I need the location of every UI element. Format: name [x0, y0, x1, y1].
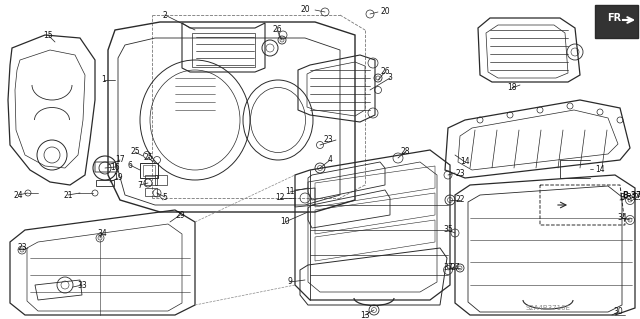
Text: 7: 7: [138, 181, 143, 189]
Text: 23: 23: [633, 194, 640, 203]
Text: 20: 20: [300, 5, 310, 14]
Text: 4: 4: [328, 155, 332, 165]
Text: B-37: B-37: [622, 190, 640, 199]
Text: 26: 26: [380, 68, 390, 77]
Text: 2: 2: [163, 11, 168, 19]
Text: 22: 22: [455, 196, 465, 204]
Text: 20: 20: [380, 8, 390, 17]
Text: 19: 19: [113, 174, 123, 182]
Text: 23: 23: [17, 243, 27, 253]
Text: 21: 21: [63, 190, 73, 199]
Text: 10: 10: [280, 218, 290, 226]
Text: 35: 35: [443, 226, 453, 234]
Text: 30: 30: [613, 308, 623, 316]
Text: 17: 17: [115, 155, 125, 165]
Text: 37: 37: [443, 263, 453, 272]
Text: 9: 9: [287, 278, 292, 286]
Text: 34: 34: [617, 213, 627, 222]
Text: 28: 28: [400, 147, 410, 157]
Text: 34: 34: [97, 228, 107, 238]
Text: 3: 3: [388, 73, 392, 83]
Text: 27: 27: [450, 263, 460, 271]
Text: 26: 26: [272, 26, 282, 34]
Text: 18: 18: [508, 84, 516, 93]
Text: 12: 12: [275, 194, 285, 203]
Text: 14: 14: [460, 158, 470, 167]
Text: 6: 6: [127, 160, 132, 169]
Text: 1: 1: [102, 76, 106, 85]
Text: 23: 23: [323, 136, 333, 145]
Text: 16: 16: [110, 162, 120, 172]
Text: 24: 24: [13, 190, 23, 199]
Text: 13: 13: [360, 310, 370, 319]
Text: 29: 29: [175, 211, 185, 219]
Text: B-37: B-37: [619, 194, 637, 203]
Text: 25: 25: [143, 152, 153, 161]
Text: S2A4B3710E: S2A4B3710E: [525, 305, 570, 311]
Text: 25: 25: [130, 147, 140, 157]
Text: 33: 33: [77, 280, 87, 290]
Text: 15: 15: [43, 31, 53, 40]
Text: 23: 23: [455, 168, 465, 177]
Text: 14: 14: [595, 165, 605, 174]
Text: FR.: FR.: [607, 13, 625, 23]
Polygon shape: [595, 5, 638, 38]
Text: 5: 5: [163, 192, 168, 202]
Text: 11: 11: [285, 188, 295, 197]
